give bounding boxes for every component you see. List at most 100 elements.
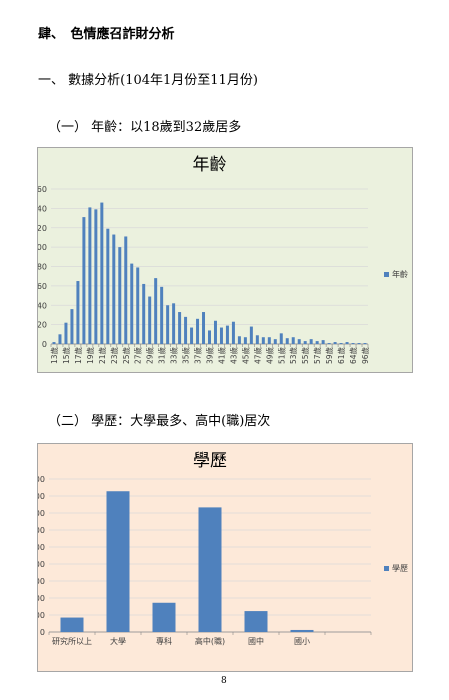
x-tick-label: 59歲 (324, 347, 334, 365)
bar (58, 334, 62, 344)
x-tick-label: 41歲 (216, 347, 226, 365)
x-tick-label: 37歲 (193, 347, 203, 365)
bar (243, 337, 247, 344)
y-tick-label: 0 (40, 628, 45, 637)
bar (333, 342, 337, 344)
x-tick-label: 47歲 (252, 347, 262, 365)
x-tick-label: 29歲 (145, 347, 155, 365)
bar (196, 318, 200, 344)
y-tick-label: 140 (38, 204, 47, 213)
x-tick-label: 53歲 (288, 347, 298, 365)
bar (273, 339, 277, 344)
x-tick-label: 高中(職) (194, 637, 226, 646)
bar (297, 339, 301, 344)
bar (339, 343, 343, 344)
bar (261, 337, 265, 344)
bar (279, 333, 283, 344)
y-tick-label: 80 (38, 263, 47, 272)
chart-svg: 學歷 0 100 200 300 400 500 600 700 800 900 學歷 (38, 451, 408, 637)
bar (64, 322, 68, 344)
bar (237, 336, 241, 344)
x-tick-label: 61歲 (336, 347, 346, 365)
y-tick-label: 900 (38, 475, 45, 484)
bar (351, 343, 355, 344)
bar (190, 327, 194, 344)
y-tick-label: 100 (38, 611, 45, 620)
subsection-heading: （二） 學歷：大學最多、高中(職)居次 (48, 414, 271, 429)
x-tick-label: 研究所以上 (52, 637, 92, 646)
bar (148, 296, 152, 344)
bar (178, 312, 182, 344)
bar (172, 303, 176, 344)
x-tick-label: 31歲 (157, 347, 167, 365)
y-tick-label: 300 (38, 577, 45, 586)
x-tick-label: 39歲 (205, 347, 215, 365)
bar (303, 341, 307, 344)
bar (198, 507, 222, 632)
x-tick-label: 23歲 (109, 347, 119, 365)
y-tick-label: 400 (38, 560, 45, 569)
x-tick-label: 27歲 (133, 347, 143, 365)
x-tick-label: 96歲 (360, 347, 370, 365)
bar (219, 327, 223, 344)
x-tick-label: 17歲 (73, 347, 83, 365)
x-tick-label: 15歲 (61, 347, 71, 365)
x-tick-label: 45歲 (240, 347, 250, 365)
bar (225, 325, 229, 344)
bar (82, 217, 86, 344)
y-tick-label: 0 (42, 340, 47, 349)
bar (249, 326, 253, 344)
bar (52, 342, 56, 344)
bar (106, 228, 110, 344)
chapter-heading: 肆、 色情應召詐財分析 (38, 27, 175, 42)
y-tick-label: 120 (38, 224, 47, 233)
y-tick-label: 800 (38, 492, 45, 501)
x-tick-label: 19歲 (85, 347, 95, 365)
y-tick-label: 500 (38, 543, 45, 552)
bar (166, 305, 170, 344)
bar (321, 340, 325, 344)
x-tick-label: 國小 (294, 637, 310, 646)
bar (112, 234, 116, 344)
bar (315, 341, 319, 344)
bar (291, 337, 295, 344)
bar (231, 321, 235, 344)
x-tick-label: 25歲 (121, 347, 131, 365)
chart-svg: 年齡 0 20 40 60 80 100 120 140 160 13歲15歲17歲19歲21歲23… (38, 155, 408, 365)
y-tick-label: 20 (38, 321, 47, 330)
chart-title: 學歷 (193, 451, 227, 471)
x-tick-label: 專科 (156, 637, 172, 646)
legend-swatch (384, 566, 389, 571)
legend-label: 學歷 (392, 563, 408, 573)
x-tick-label: 43歲 (228, 347, 238, 365)
bar (244, 611, 268, 632)
x-tick-label: 國中 (248, 637, 264, 646)
y-tick-label: 100 (38, 243, 47, 252)
section-heading: 一、 數據分析(104年1月份至11月份) (38, 73, 258, 88)
x-tick-label: 64歲 (348, 347, 358, 365)
bar (184, 316, 188, 344)
legend-swatch (384, 272, 389, 277)
bar (88, 207, 92, 344)
bar (130, 263, 134, 344)
x-tick-label: 55歲 (300, 347, 310, 365)
bar (60, 617, 84, 632)
x-tick-label: 57歲 (312, 347, 322, 365)
x-tick-label: 51歲 (276, 347, 286, 365)
bar (285, 338, 289, 344)
bar (154, 278, 158, 344)
bar (136, 267, 140, 344)
bar (357, 343, 361, 344)
bar (208, 330, 211, 344)
x-tick-label: 49歲 (264, 347, 274, 365)
y-tick-label: 600 (38, 526, 45, 535)
y-tick-label: 160 (38, 185, 47, 194)
bar (160, 286, 164, 344)
y-tick-label: 700 (38, 509, 45, 518)
bar (327, 343, 331, 344)
bar (152, 602, 176, 632)
y-tick-label: 60 (38, 282, 47, 291)
bar (290, 629, 314, 632)
x-tick-label: 21歲 (97, 347, 107, 365)
